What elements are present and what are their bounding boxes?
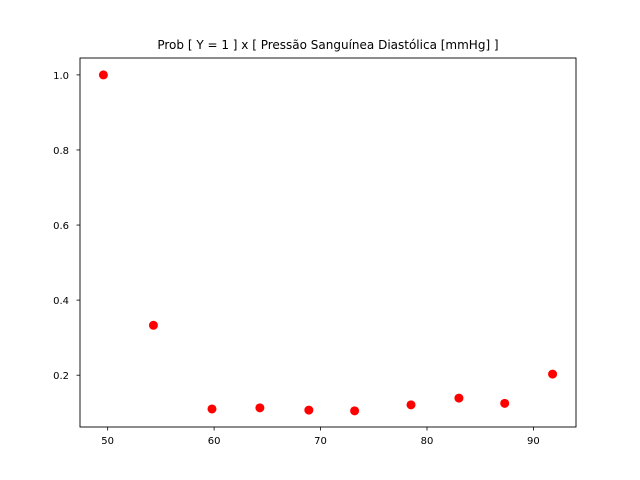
plot-area [98,70,558,416]
axes-frame [79,57,577,428]
data-point [148,320,158,330]
data-point [548,369,558,379]
y-tick-label: 0.6 [53,221,69,232]
data-point [304,405,314,415]
x-tick-label: 60 [208,436,221,447]
y-tick-label: 0.4 [53,296,69,307]
data-point [454,393,464,403]
data-point [98,70,108,80]
chart-title: Prob [ Y = 1 ] x [ Pressão Sanguínea Dia… [157,38,498,52]
data-point [350,406,360,416]
x-tick-label: 50 [101,436,114,447]
y-tick-label: 1.0 [53,71,69,82]
x-tick-label: 80 [421,436,434,447]
y-tick-label: 0.2 [53,371,69,382]
x-tick-label: 70 [314,436,327,447]
y-tick-label: 0.8 [53,146,69,157]
data-point [500,398,510,408]
x-tick-label: 90 [527,436,540,447]
data-point [406,400,416,410]
data-point [255,403,265,413]
data-point [207,404,217,414]
